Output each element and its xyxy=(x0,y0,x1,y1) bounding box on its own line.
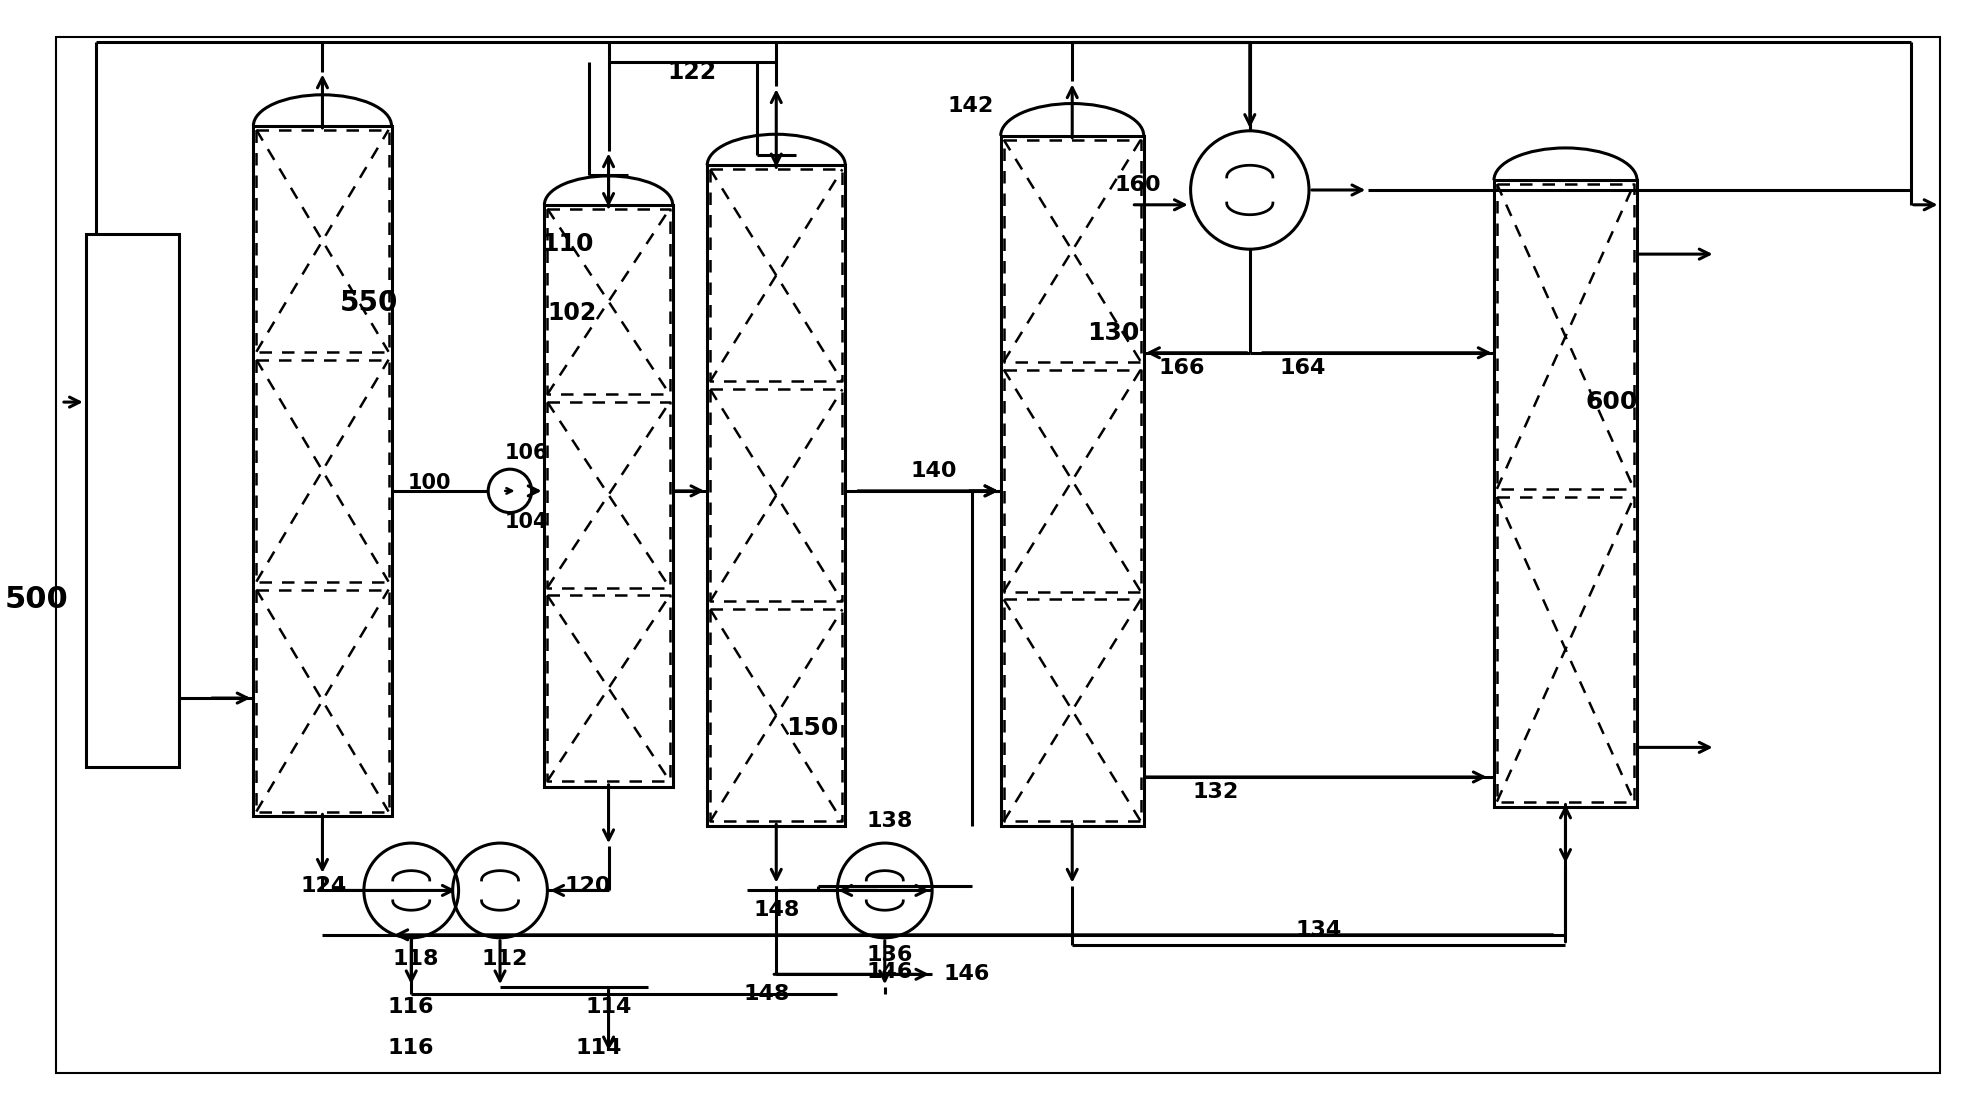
Bar xyxy=(1494,180,1637,806)
Text: 122: 122 xyxy=(667,60,716,83)
Text: 112: 112 xyxy=(482,950,527,970)
Text: 134: 134 xyxy=(1295,920,1342,940)
Text: 116: 116 xyxy=(388,996,435,1016)
Bar xyxy=(707,166,846,826)
Text: 160: 160 xyxy=(1114,175,1161,195)
Text: 148: 148 xyxy=(754,901,799,920)
Text: 140: 140 xyxy=(911,461,956,481)
Bar xyxy=(1000,136,1143,826)
Text: 104: 104 xyxy=(506,513,549,533)
Text: 550: 550 xyxy=(340,289,400,317)
Text: 110: 110 xyxy=(541,232,594,256)
Text: 118: 118 xyxy=(394,950,439,970)
Text: 130: 130 xyxy=(1086,321,1139,345)
Text: 114: 114 xyxy=(575,1039,622,1059)
Text: 120: 120 xyxy=(565,875,610,895)
Text: 102: 102 xyxy=(547,301,596,326)
Text: 100: 100 xyxy=(407,473,451,493)
Bar xyxy=(87,235,179,767)
Text: 146: 146 xyxy=(945,964,990,984)
Text: 132: 132 xyxy=(1193,782,1238,802)
Text: 136: 136 xyxy=(866,944,913,964)
Bar xyxy=(545,205,673,787)
Text: 150: 150 xyxy=(785,716,838,739)
Text: 600: 600 xyxy=(1584,390,1637,414)
Text: 164: 164 xyxy=(1279,358,1326,378)
Text: 106: 106 xyxy=(506,444,549,464)
Text: 142: 142 xyxy=(947,96,994,116)
Text: 138: 138 xyxy=(866,812,913,832)
Text: 500: 500 xyxy=(4,585,69,614)
Text: 148: 148 xyxy=(744,984,789,1004)
Text: 116: 116 xyxy=(388,1039,435,1059)
Text: 114: 114 xyxy=(584,996,632,1016)
Bar xyxy=(254,126,392,816)
Text: 146: 146 xyxy=(866,962,913,982)
Text: 166: 166 xyxy=(1157,358,1204,378)
Text: 124: 124 xyxy=(301,875,346,895)
